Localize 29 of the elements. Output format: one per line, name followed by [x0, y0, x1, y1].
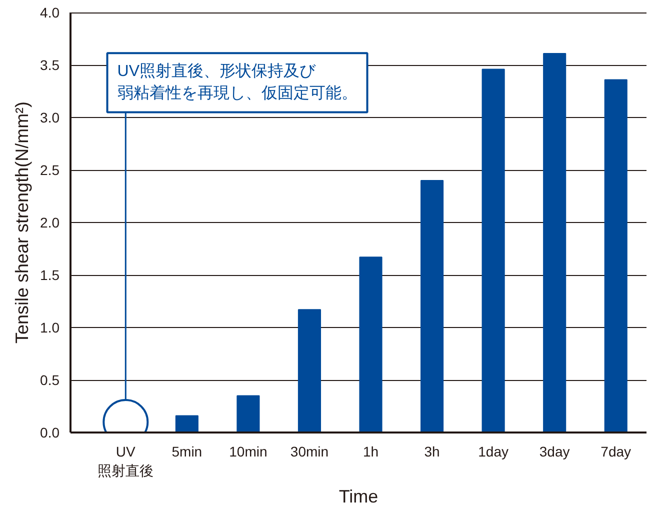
- x-tick-label: UV 照射直後: [98, 444, 154, 479]
- y-tick-label: 0.5: [40, 372, 60, 388]
- bar: [543, 52, 566, 432]
- bar: [420, 180, 444, 432]
- x-tick-label: 5min: [172, 444, 202, 460]
- x-tick-label: 1h: [362, 444, 379, 460]
- x-axis-title: Time: [338, 486, 378, 507]
- bar: [298, 309, 322, 432]
- x-tick-label: 30min: [290, 444, 329, 460]
- y-axis-title: Tensile shear strength(N/mm²): [12, 101, 32, 344]
- y-tick-label: 1.0: [40, 320, 60, 336]
- bar: [175, 415, 198, 432]
- x-tick-label: 10min: [229, 444, 268, 460]
- y-tick-label: 3.5: [40, 57, 60, 73]
- bar: [236, 395, 260, 432]
- y-tick-label: 4.0: [40, 4, 60, 20]
- y-tick-label: 1.5: [40, 267, 60, 283]
- annotation: UV照射直後、形状保持及び弱粘着性を再現し、仮固定可能。: [117, 62, 358, 102]
- bar: [482, 68, 505, 432]
- x-tick-label: 1day: [478, 444, 508, 460]
- y-tick-label: 0.0: [40, 424, 60, 440]
- x-tick-label: 3h: [424, 444, 440, 460]
- x-tick-label: 7day: [600, 444, 632, 460]
- bar: [359, 256, 382, 432]
- x-tick-label: 3day: [539, 444, 570, 460]
- bar: [604, 79, 628, 432]
- y-tick-label: 2.5: [40, 162, 60, 178]
- y-tick-label: 2.0: [40, 214, 60, 230]
- y-tick-label: 3.0: [40, 110, 60, 126]
